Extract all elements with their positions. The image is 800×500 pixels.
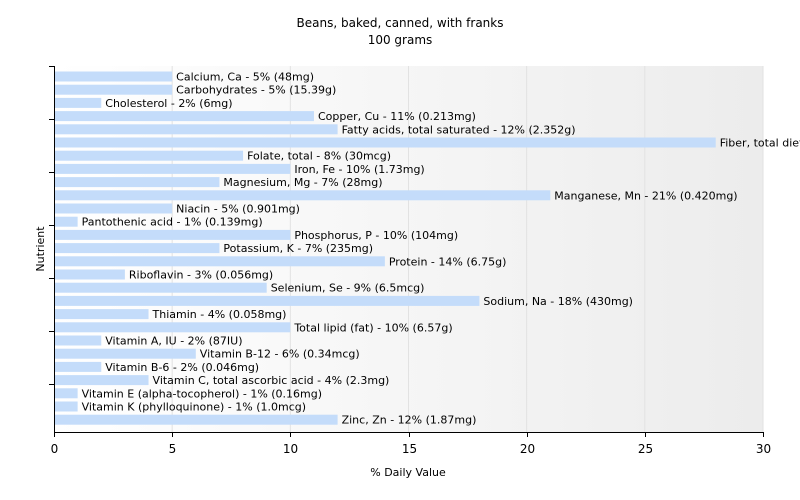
x-tick-label: 25 — [638, 442, 653, 456]
bar-value-label: Niacin - 5% (0.901mg) — [176, 203, 300, 216]
bar — [54, 295, 480, 306]
bar — [54, 229, 291, 240]
bar-value-label: Iron, Fe - 10% (1.73mg) — [294, 163, 424, 176]
bar — [54, 361, 102, 372]
x-tick-label: 5 — [169, 442, 177, 456]
bar-value-label: Vitamin K (phylloquinone) - 1% (1.0mcg) — [82, 401, 306, 414]
bar — [54, 243, 220, 254]
bar-value-label: Carbohydrates - 5% (15.39g) — [176, 84, 336, 97]
bar-value-label: Vitamin C, total ascorbic acid - 4% (2.3… — [153, 374, 390, 387]
bar-value-label: Protein - 14% (6.75g) — [389, 255, 507, 268]
bar — [54, 124, 338, 135]
bar — [54, 388, 78, 399]
bar-value-label: Vitamin E (alpha-tocopherol) - 1% (0.16m… — [82, 387, 322, 400]
bar — [54, 375, 149, 386]
x-axis-label: % Daily Value — [370, 466, 446, 479]
bar — [54, 97, 102, 108]
chart-subtitle: 100 grams — [368, 33, 433, 47]
bar-value-label: Folate, total - 8% (30mcg) — [247, 150, 391, 163]
bar — [54, 150, 244, 161]
x-tick-label: 15 — [402, 442, 417, 456]
bar-value-label: Cholesterol - 2% (6mg) — [105, 97, 232, 110]
bar — [54, 190, 551, 201]
bar — [54, 216, 78, 227]
x-tick-label: 20 — [520, 442, 535, 456]
bar-value-label: Calcium, Ca - 5% (48mg) — [176, 71, 314, 84]
bar — [54, 335, 102, 346]
bar-value-label: Fiber, total dietary - 28% (6.9g) — [720, 137, 800, 150]
bar — [54, 401, 78, 412]
bar-value-label: Selenium, Se - 9% (6.5mcg) — [271, 282, 425, 295]
bar — [54, 137, 716, 148]
bar-value-label: Vitamin B-6 - 2% (0.046mg) — [105, 361, 259, 374]
bar — [54, 309, 149, 320]
bar — [54, 111, 314, 122]
bar-value-label: Manganese, Mn - 21% (0.420mg) — [554, 189, 737, 202]
bar-value-label: Phosphorus, P - 10% (104mg) — [294, 229, 458, 242]
bar — [54, 282, 267, 293]
bar — [54, 348, 196, 359]
bar — [54, 269, 125, 280]
bar-value-label: Sodium, Na - 18% (430mg) — [483, 295, 633, 308]
bar-value-label: Pantothenic acid - 1% (0.139mg) — [82, 216, 263, 229]
bar-value-label: Riboflavin - 3% (0.056mg) — [129, 269, 273, 282]
bar-value-label: Fatty acids, total saturated - 12% (2.35… — [342, 123, 576, 136]
bar — [54, 71, 173, 82]
bar-value-label: Vitamin A, IU - 2% (87IU) — [105, 335, 242, 348]
bar — [54, 84, 173, 95]
bar-value-label: Total lipid (fat) - 10% (6.57g) — [293, 321, 452, 334]
bar-value-label: Copper, Cu - 11% (0.213mg) — [318, 110, 476, 123]
bar-value-label: Potassium, K - 7% (235mg) — [223, 242, 373, 255]
bar-value-label: Vitamin B-12 - 6% (0.34mcg) — [200, 348, 360, 361]
bar — [54, 256, 385, 267]
bar — [54, 177, 220, 188]
bar — [54, 203, 173, 214]
bar — [54, 322, 291, 333]
x-tick-label: 30 — [756, 442, 771, 456]
bar-value-label: Zinc, Zn - 12% (1.87mg) — [342, 414, 477, 427]
y-axis-label: Nutrient — [34, 226, 47, 272]
x-tick-label: 0 — [51, 442, 59, 456]
bar — [54, 163, 291, 174]
bar-value-label: Magnesium, Mg - 7% (28mg) — [223, 176, 382, 189]
x-tick-label: 10 — [283, 442, 298, 456]
bar-value-label: Thiamin - 4% (0.058mg) — [152, 308, 287, 321]
bar — [54, 414, 338, 425]
chart-title: Beans, baked, canned, with franks — [297, 16, 504, 30]
